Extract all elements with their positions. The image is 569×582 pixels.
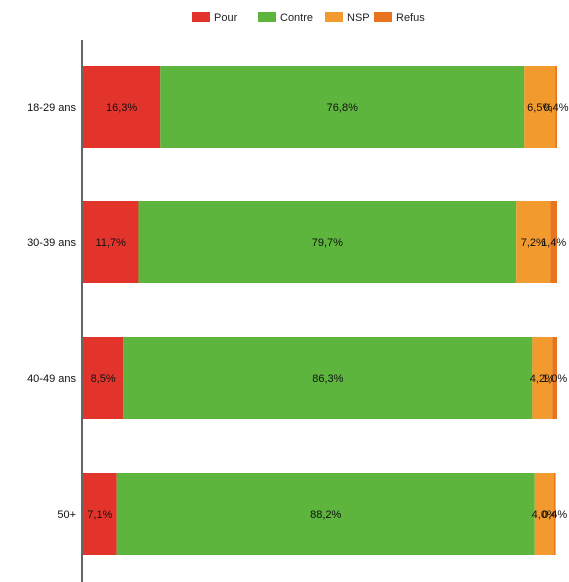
bar-contre-30-39-ans [138,201,517,283]
data-label-refus-18-29-ans: 0,4% [544,102,569,114]
bar-contre-50 [116,473,535,555]
legend-label-refus: Refus [396,12,425,24]
data-label-pour-40-49-ans: 8,5% [91,373,116,385]
category-label-40-49-ans: 40-49 ans [27,373,76,385]
bar-refus-50 [553,473,556,555]
legend-label-nsp: NSP [347,12,370,24]
legend-swatch-pour [192,12,210,22]
data-label-nsp-40-49-ans: 4,2% [530,373,555,385]
category-label-50: 50+ [57,509,76,521]
data-label-refus-30-39-ans: 1,4% [541,237,566,249]
data-label-pour-30-39-ans: 11,7% [96,237,127,249]
bar-nsp-40-49-ans [532,337,553,419]
data-label-pour-18-29-ans: 16,3% [106,102,137,114]
data-label-contre-40-49-ans: 86,3% [312,373,343,385]
legend-label-contre: Contre [280,12,313,24]
data-label-nsp-30-39-ans: 7,2% [521,237,546,249]
bar-pour-30-39-ans [83,201,139,283]
category-label-18-29-ans: 18-29 ans [27,102,76,114]
legend-swatch-nsp [325,12,343,22]
bars: 16,3% 76,8% 6,5%0,4%11,7% 79,7% 7,2%1,4%8,5%… [83,66,569,555]
bar-refus-18-29-ans [555,66,557,148]
category-labels: 18-29 ans 30-39 ans 40-49 ans 50+ [27,102,76,521]
bar-pour-40-49-ans [83,337,124,419]
legend-swatch-refus [374,12,392,22]
data-label-refus-40-49-ans: 1,0% [542,373,567,385]
bar-contre-40-49-ans [123,337,533,419]
legend: Pour Contre NSP Refus [192,12,425,24]
data-label-nsp-50: 4,0% [532,509,557,521]
data-label-nsp-18-29-ans: 6,5% [527,102,552,114]
legend-label-pour: Pour [214,12,238,24]
data-label-pour-50: 7,1% [87,509,112,521]
bar-refus-30-39-ans [550,201,557,283]
data-label-contre-18-29-ans: 76,8% [327,102,358,114]
bar-nsp-18-29-ans [524,66,556,148]
data-label-contre-50: 88,2% [310,509,341,521]
category-label-30-39-ans: 30-39 ans [27,237,76,249]
bar-nsp-30-39-ans [516,201,551,283]
data-label-contre-30-39-ans: 79,7% [312,237,343,249]
bar-refus-40-49-ans [552,337,557,419]
bar-nsp-50 [534,473,554,555]
data-label-refus-50: 0,4% [542,509,567,521]
bar-pour-18-29-ans [83,66,161,148]
bar-contre-18-29-ans [160,66,525,148]
bar-pour-50 [83,473,117,555]
legend-swatch-contre [258,12,276,22]
